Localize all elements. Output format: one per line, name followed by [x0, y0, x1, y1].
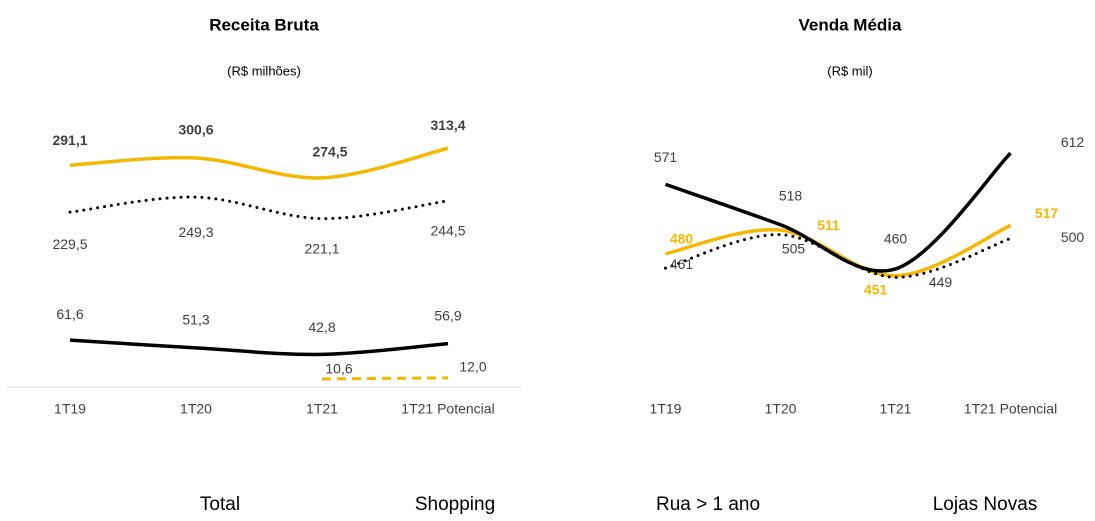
chart: Venda Média (R$ mil) 1T19 1T20 1T21 1T21 Pote…: [650, 15, 1085, 416]
data-label: 300,6: [178, 122, 213, 138]
series-line: [69, 146, 449, 180]
data-label: 249,3: [178, 224, 213, 240]
legend-entry: Rua > 1 ano: [656, 494, 760, 515]
legend-entry: Shopping: [415, 494, 495, 515]
x-tick-label: 1T21: [306, 401, 338, 417]
data-label: 480: [670, 230, 694, 246]
data-label: 505: [782, 240, 806, 256]
x-tick-label: 1T19: [54, 401, 86, 417]
data-label: 10,6: [325, 361, 352, 377]
data-label: 51,3: [182, 312, 209, 328]
data-label: 571: [654, 149, 678, 165]
data-label: 612: [1061, 134, 1085, 150]
series-line: [68, 195, 450, 221]
data-label: 56,9: [434, 307, 461, 323]
data-label: 517: [1035, 205, 1059, 221]
data-label: 518: [779, 187, 803, 203]
data-label: 461: [670, 256, 694, 272]
x-tick-label: 1T20: [180, 401, 212, 417]
data-label: 42,8: [308, 319, 335, 335]
legend-entry: Lojas Novas: [933, 494, 1038, 515]
data-label: 244,5: [430, 222, 465, 238]
series-line: [665, 223, 1012, 278]
x-tick-label: 1T19: [650, 401, 682, 417]
data-label: 274,5: [312, 144, 347, 160]
chart-title: Venda Média: [799, 15, 903, 34]
data-label: 451: [864, 281, 888, 297]
x-tick-label: 1T21 Potencial: [964, 401, 1057, 417]
data-label: 449: [929, 274, 953, 290]
data-label: 460: [884, 231, 908, 247]
series-line: [321, 376, 449, 381]
series-line: [69, 338, 449, 357]
x-tick-label: 1T21: [880, 401, 912, 417]
data-label: 511: [817, 217, 840, 233]
data-label: 61,6: [56, 306, 83, 322]
x-tick-label: 1T20: [765, 401, 797, 417]
chart: Receita Bruta (R$ milhões) 1T19 1T20 1T21 1T2…: [7, 15, 521, 417]
data-label: 500: [1061, 229, 1085, 245]
data-label: 221,1: [304, 240, 339, 256]
x-tick-label: 1T21 Potencial: [401, 401, 494, 417]
data-label: 291,1: [52, 132, 87, 148]
chart-title: Receita Bruta: [209, 15, 319, 34]
data-label: 12,0: [459, 359, 486, 375]
data-label: 313,4: [430, 117, 465, 133]
data-label: 229,5: [52, 236, 87, 252]
chart-subtitle: (R$ milhões): [227, 63, 301, 78]
legend-entry: Total: [200, 494, 240, 515]
chart-subtitle: (R$ mil): [827, 63, 873, 78]
series-line: [664, 151, 1012, 273]
